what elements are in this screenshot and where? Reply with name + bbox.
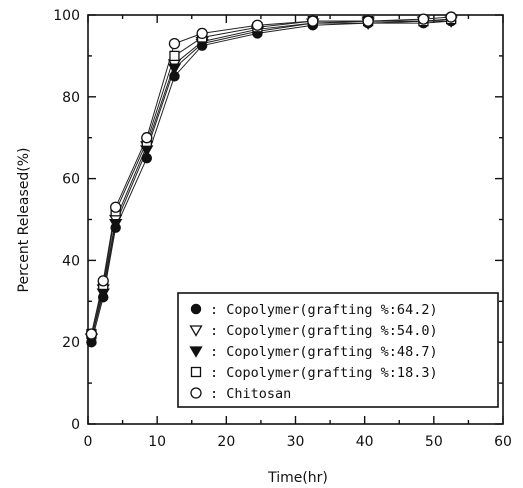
x-tick-label: 0 (84, 434, 93, 450)
legend-label: : Copolymer(grafting %:48.7) (210, 344, 438, 360)
data-point-series-5 (362, 15, 374, 27)
x-tick-label: 30 (287, 434, 305, 450)
legend-marker (190, 387, 202, 399)
x-tick-label: 40 (356, 434, 374, 450)
data-point-series-5 (85, 328, 98, 340)
data-point-series-5 (110, 201, 122, 213)
legend-marker (189, 325, 203, 337)
legend-marker (190, 366, 202, 378)
data-point-series-3 (109, 218, 123, 231)
series-line-2 (90, 18, 452, 339)
legend-label: : Copolymer(grafting %:64.2) (210, 302, 438, 318)
legend: : Copolymer(grafting %:64.2) : Copolymer(… (177, 292, 499, 408)
x-tick-label: 50 (425, 434, 443, 450)
x-tick-label: 10 (148, 434, 166, 450)
legend-label: : Copolymer(grafting %:18.3) (210, 365, 438, 381)
data-point-series-4 (169, 50, 180, 62)
legend-label: : Chitosan (210, 386, 291, 402)
legend-marker (189, 346, 203, 358)
y-tick-label: 0 (71, 417, 80, 433)
legend-box (177, 292, 499, 408)
legend-marker (190, 303, 202, 315)
y-tick-label: 60 (62, 172, 80, 188)
data-point-series-5 (141, 132, 153, 144)
x-tick-label: 60 (494, 434, 512, 450)
data-point-series-5 (196, 27, 208, 40)
data-point-series-5 (97, 275, 109, 287)
data-point-series-5 (307, 15, 319, 27)
series-line-5 (90, 16, 452, 335)
data-point-series-5 (445, 11, 457, 23)
y-axis-label: Percent Released(%) (16, 148, 32, 293)
x-tick-label: 20 (217, 434, 235, 450)
data-point-series-5 (417, 13, 430, 25)
data-point-series-3 (167, 63, 182, 75)
axis-ticks: 0 10 20 30 40 50 60 0 20 40 60 80 100 (53, 8, 512, 450)
data-point-series-5 (168, 37, 181, 50)
x-axis-label: Time(hr) (267, 470, 328, 486)
legend-label: : Copolymer(grafting %:54.0) (210, 323, 438, 339)
y-tick-label: 20 (62, 335, 80, 351)
y-tick-label: 100 (53, 8, 80, 24)
series-line-4 (90, 18, 452, 335)
data-point-series-5 (251, 19, 264, 31)
y-tick-label: 80 (62, 90, 80, 106)
series-markers (84, 11, 458, 348)
series-line-3 (90, 20, 452, 339)
y-tick-label: 40 (62, 253, 80, 269)
